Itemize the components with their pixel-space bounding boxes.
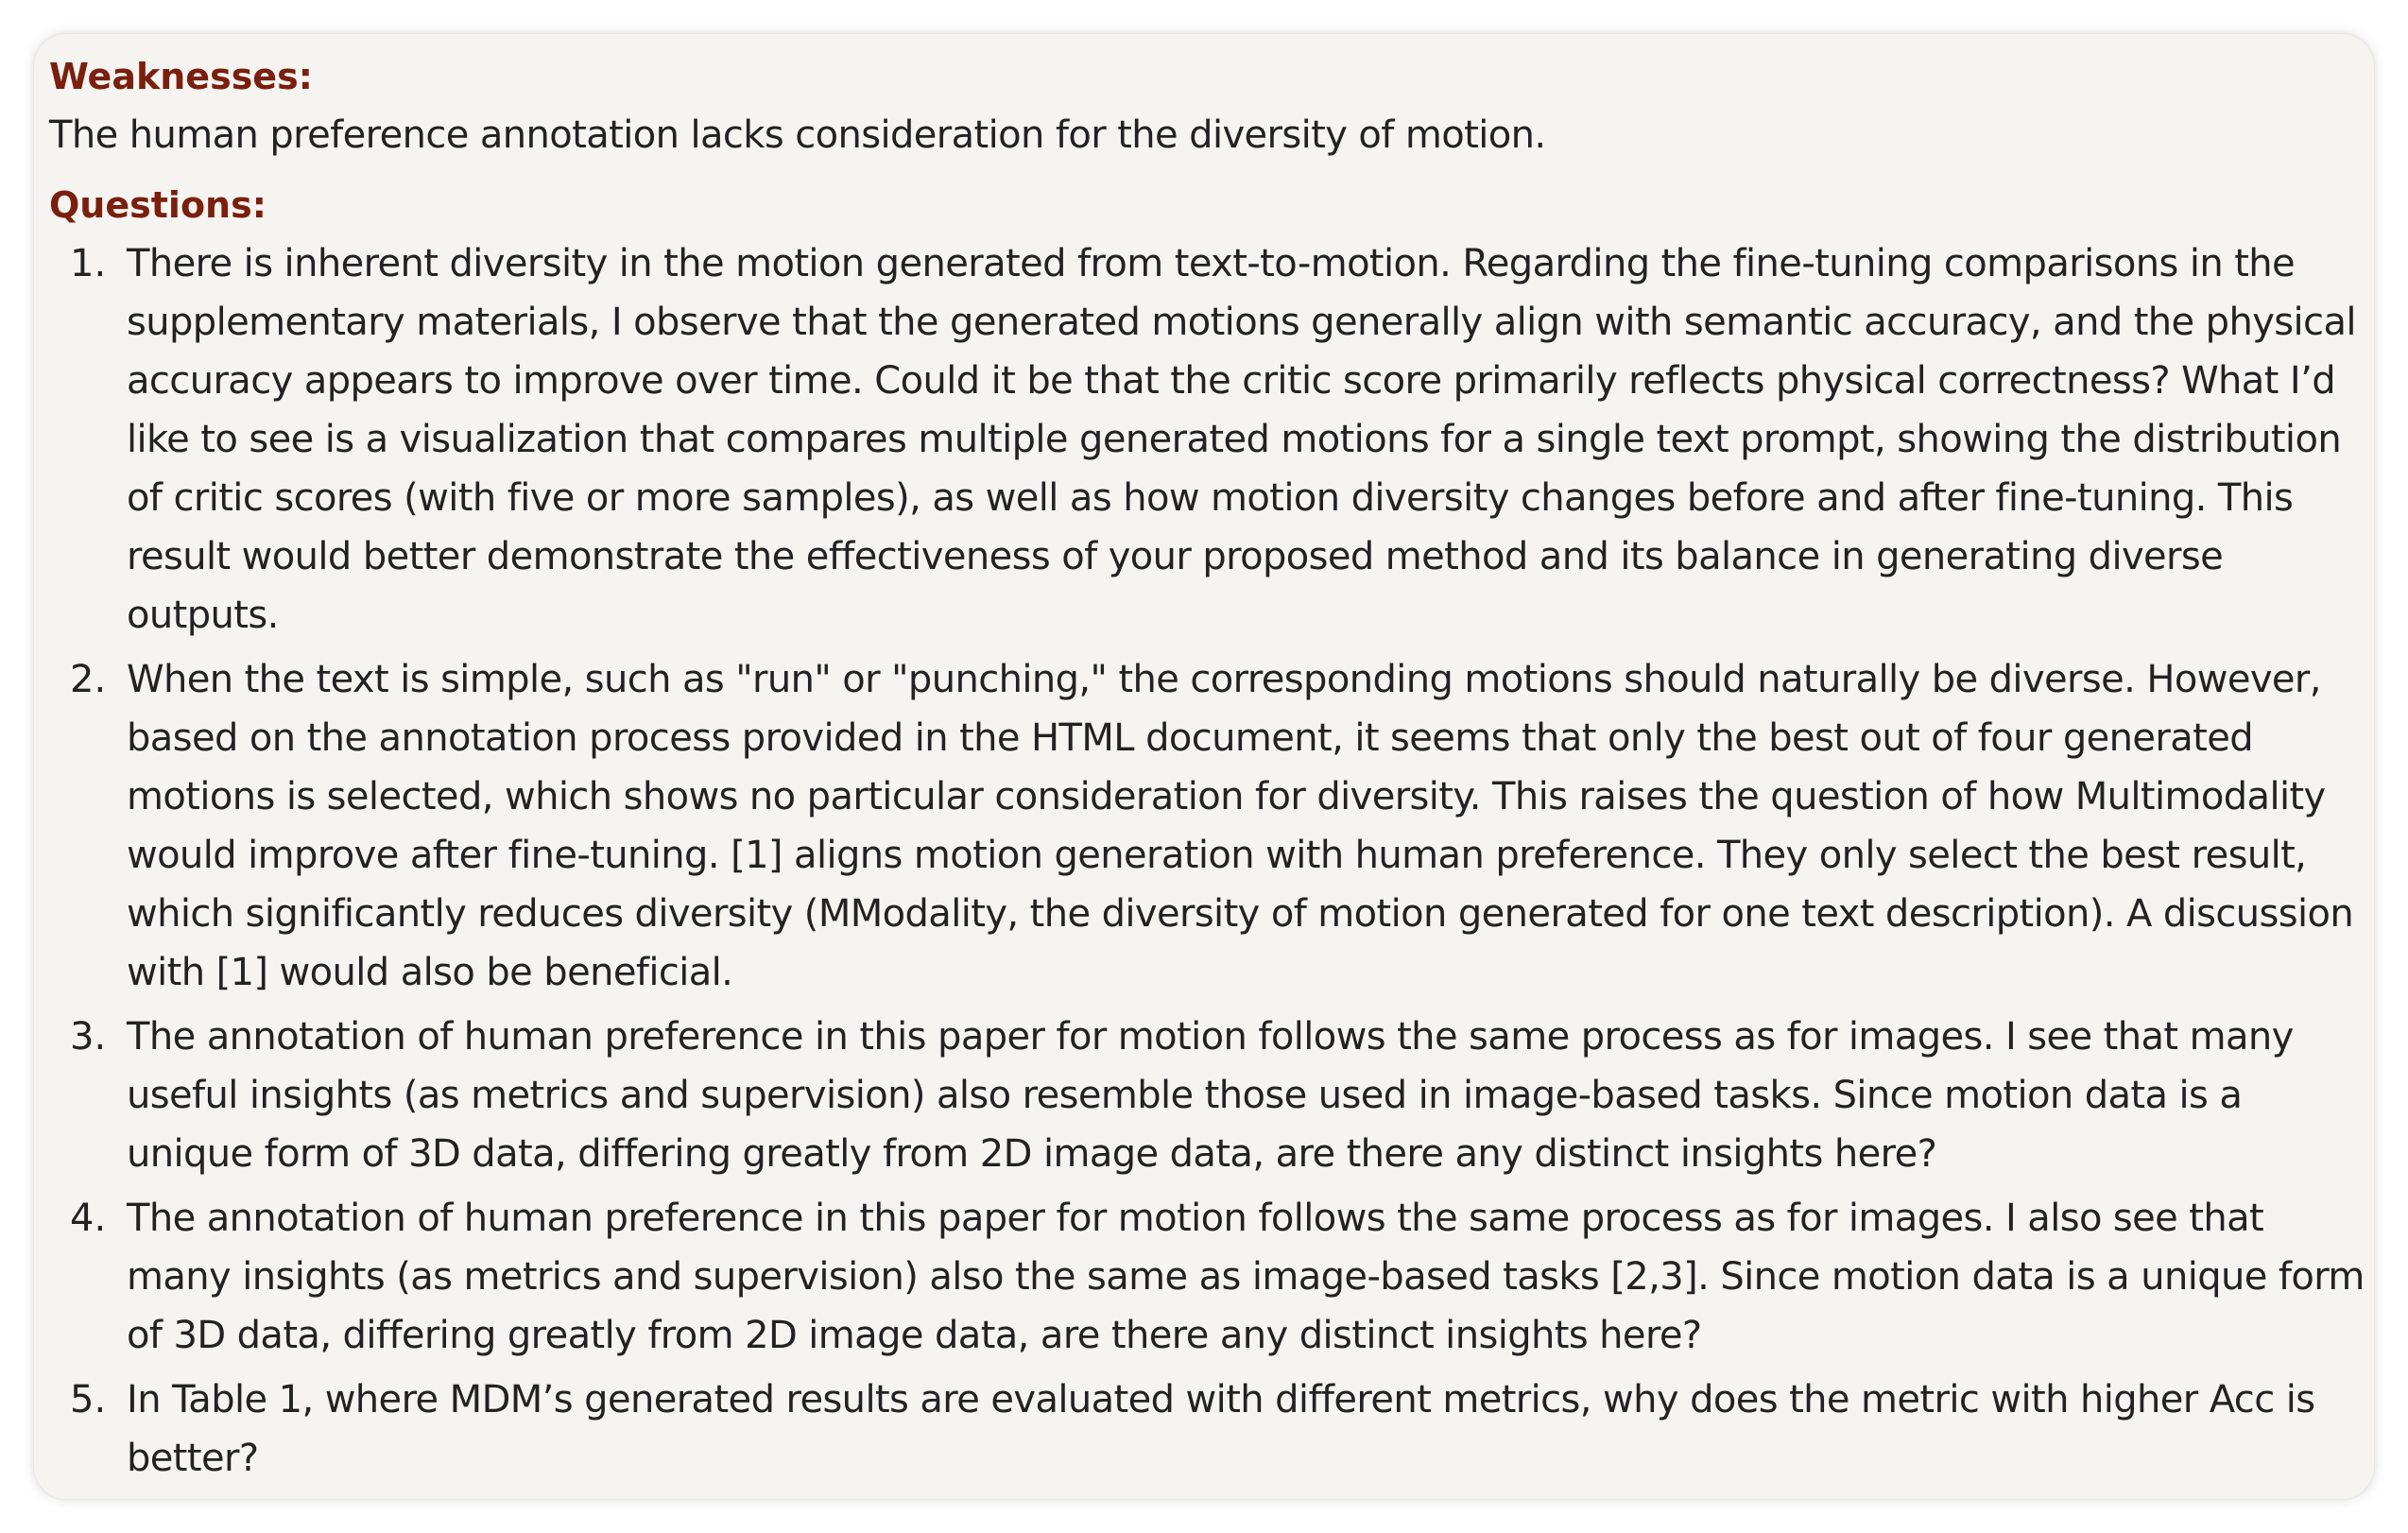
question-number: 1. — [70, 242, 107, 285]
question-item: 4. The annotation of human preference in… — [49, 1189, 2365, 1365]
question-line: result would better demonstrate the effe… — [127, 535, 2224, 578]
question-line: based on the annotation process provided… — [127, 716, 2254, 760]
review-card: Weaknesses: The human preference annotat… — [34, 34, 2374, 1499]
question-number: 2. — [70, 658, 107, 701]
question-line: motions is selected, which shows no part… — [127, 775, 2326, 818]
question-item: 2. When the text is simple, such as "run… — [49, 650, 2361, 1002]
question-line: of 3D data, differing greatly from 2D im… — [127, 1314, 1702, 1357]
question-text: The annotation of human preference in th… — [127, 1008, 2361, 1183]
question-line: There is inherent diversity in the motio… — [127, 242, 2296, 285]
question-line: The annotation of human preference in th… — [127, 1015, 2294, 1059]
question-line: accuracy appears to improve over time. C… — [127, 359, 2336, 403]
questions-list: 1. There is inherent diversity in the mo… — [49, 234, 2365, 1488]
question-number: 5. — [70, 1378, 107, 1421]
weaknesses-text: The human preference annotation lacks co… — [49, 113, 1546, 157]
question-item: 1. There is inherent diversity in the mo… — [49, 234, 2361, 645]
question-line: The annotation of human preference in th… — [127, 1197, 2264, 1240]
question-line: with [1] would also be beneficial. — [127, 951, 733, 994]
question-line: better? — [127, 1437, 259, 1480]
questions-heading: Questions: — [49, 184, 267, 226]
question-line: outputs. — [127, 594, 279, 637]
question-number: 4. — [70, 1197, 107, 1240]
weaknesses-heading: Weaknesses: — [49, 56, 313, 97]
question-line: many insights (as metrics and supervisio… — [127, 1255, 2365, 1299]
question-item: 3. The annotation of human preference in… — [49, 1008, 2361, 1183]
question-text: In Table 1, where MDM’s generated result… — [127, 1370, 2361, 1488]
question-number: 3. — [70, 1015, 107, 1059]
question-text: There is inherent diversity in the motio… — [127, 234, 2361, 645]
question-line: In Table 1, where MDM’s generated result… — [127, 1378, 2315, 1421]
question-text: When the text is simple, such as "run" o… — [127, 650, 2361, 1002]
question-line: When the text is simple, such as "run" o… — [127, 658, 2321, 701]
question-item: 5. In Table 1, where MDM’s generated res… — [49, 1370, 2361, 1488]
question-line: which significantly reduces diversity (M… — [127, 892, 2354, 936]
question-text: The annotation of human preference in th… — [127, 1189, 2365, 1365]
question-line: of critic scores (with five or more samp… — [127, 476, 2294, 520]
question-line: useful insights (as metrics and supervis… — [127, 1074, 2243, 1117]
question-line: unique form of 3D data, differing greatl… — [127, 1132, 1937, 1176]
question-line: like to see is a visualization that comp… — [127, 418, 2342, 461]
question-line: would improve after fine-tuning. [1] ali… — [127, 834, 2307, 877]
question-line: supplementary materials, I observe that … — [127, 301, 2356, 344]
